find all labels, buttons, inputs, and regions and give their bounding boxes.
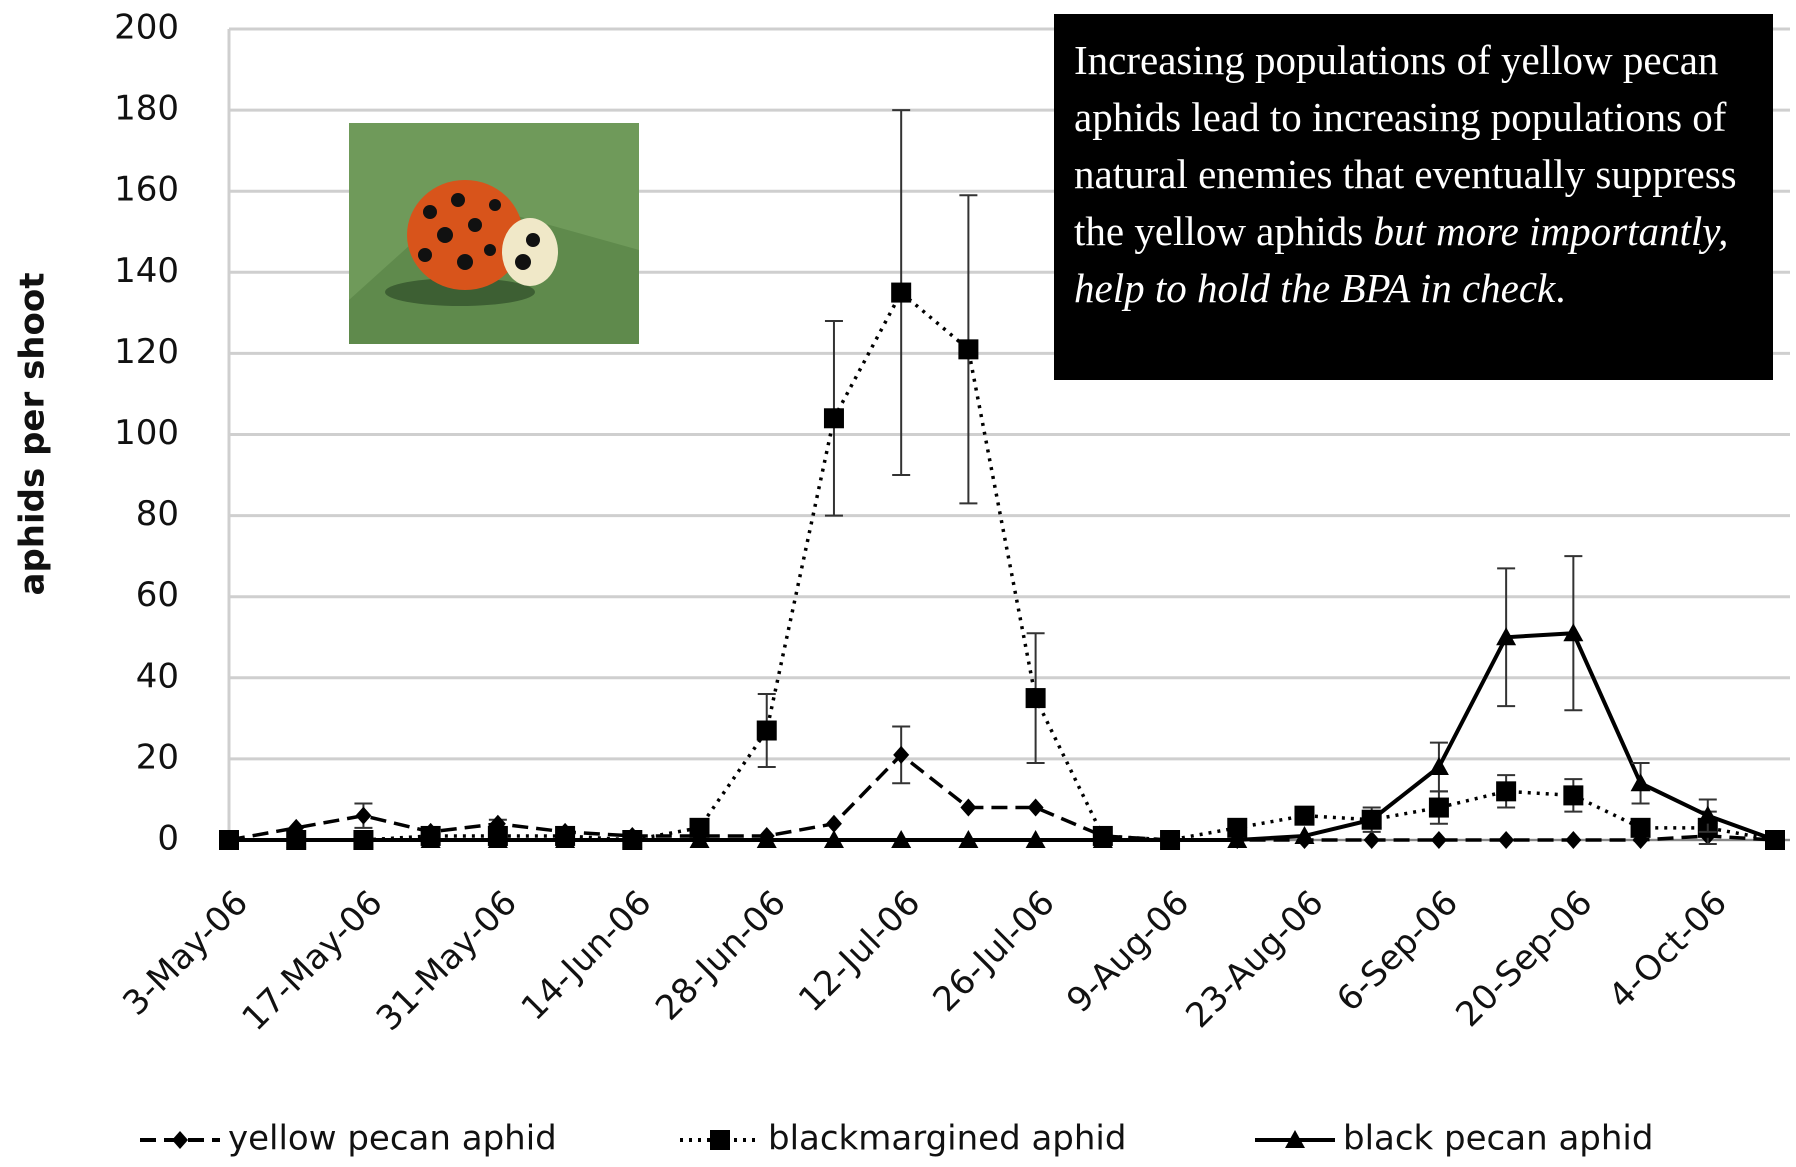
x-tick-label: 9-Aug-06	[1059, 883, 1197, 1021]
x-tick-label: 23-Aug-06	[1178, 883, 1331, 1036]
x-tick-label: 28-Jun-06	[648, 883, 794, 1029]
legend-label: blackmargined aphid	[768, 1119, 1126, 1159]
x-tick-label: 31-May-06	[369, 883, 525, 1039]
y-tick-label: 140	[114, 251, 179, 291]
y-tick-label: 200	[114, 8, 179, 48]
marker	[1429, 798, 1449, 818]
y-tick-label: 120	[114, 332, 179, 372]
marker	[1498, 831, 1514, 849]
series	[219, 556, 1785, 848]
annotation: Increasing populations of yellow pecan a…	[1054, 14, 1773, 380]
marker	[1563, 785, 1583, 805]
x-tick-label: 17-May-06	[234, 883, 390, 1039]
marker	[824, 408, 844, 428]
marker	[1698, 806, 1718, 824]
legend-label: black pecan aphid	[1343, 1119, 1653, 1159]
x-tick-label: 3-May-06	[115, 883, 256, 1024]
series	[221, 726, 1783, 849]
x-tick-label: 4-Oct-06	[1601, 883, 1735, 1017]
x-tick-label: 14-Jun-06	[514, 883, 660, 1029]
annotation-text: .	[1555, 265, 1565, 311]
marker	[960, 799, 976, 817]
series-line	[229, 755, 1775, 840]
marker	[891, 283, 911, 303]
marker	[958, 339, 978, 359]
x-tick-label: 26-Jul-06	[926, 883, 1063, 1020]
y-axis-label: aphids per shoot	[13, 273, 53, 596]
marker	[1028, 799, 1044, 817]
marker	[1631, 773, 1651, 791]
marker	[1431, 831, 1447, 849]
y-tick-label: 160	[114, 170, 179, 210]
page: {"chart_data": {"type": "line", "ylabel"…	[0, 0, 1796, 1167]
marker	[1496, 781, 1516, 801]
marker	[1364, 831, 1380, 849]
marker	[1631, 818, 1651, 838]
x-tick-label: 6-Sep-06	[1329, 883, 1466, 1020]
marker	[1294, 806, 1314, 826]
y-tick-label: 20	[136, 737, 179, 777]
x-tick-label: 12-Jul-06	[791, 883, 928, 1020]
legend-label: yellow pecan aphid	[228, 1119, 557, 1159]
y-tick-label: 40	[136, 656, 179, 696]
marker	[1565, 831, 1581, 849]
marker	[172, 1131, 188, 1149]
y-tick-label: 60	[136, 575, 179, 615]
y-tick-label: 80	[136, 494, 179, 534]
marker	[757, 721, 777, 741]
marker	[710, 1130, 730, 1150]
x-tick-label: 20-Sep-06	[1448, 883, 1600, 1035]
y-tick-label: 180	[114, 89, 179, 129]
y-tick-label: 0	[157, 819, 179, 859]
ladybug-photo	[349, 123, 639, 344]
y-tick-label: 100	[114, 413, 179, 453]
marker	[1026, 688, 1046, 708]
marker	[355, 807, 371, 825]
